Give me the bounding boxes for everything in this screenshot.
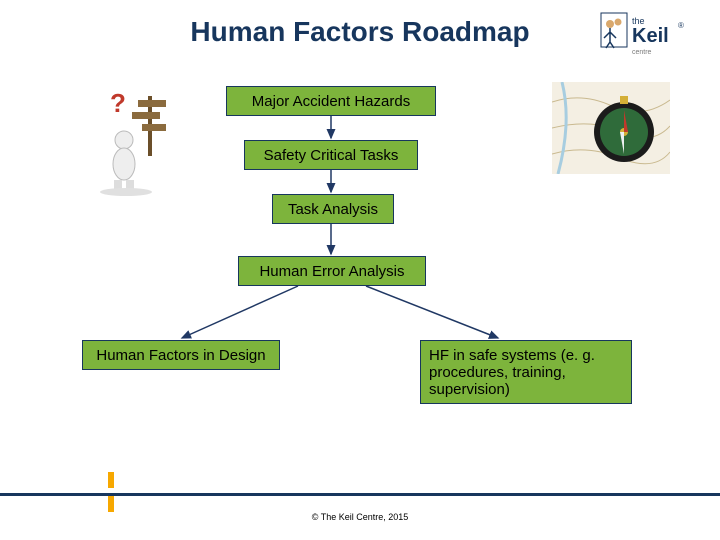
box-task-analysis: Task Analysis <box>272 194 394 224</box>
copyright-footer: © The Keil Centre, 2015 <box>0 512 720 522</box>
logo-sub: centre <box>632 49 652 56</box>
compass-map-illustration <box>552 82 670 174</box>
svg-text:®: ® <box>678 21 684 30</box>
box-label: Human Factors in Design <box>96 347 265 364</box>
box-human-error-analysis: Human Error Analysis <box>238 256 426 286</box>
slide: Human Factors Roadmap the Keil ® centre … <box>0 0 720 540</box>
svg-text:?: ? <box>110 88 126 118</box>
logo-line2: Keil <box>632 25 669 47</box>
accent-tick-icon <box>108 496 114 512</box>
box-safety-critical-tasks: Safety Critical Tasks <box>244 140 418 170</box>
accent-tick-icon <box>108 472 114 488</box>
box-label: Major Accident Hazards <box>252 93 410 110</box>
box-label: Human Error Analysis <box>259 263 404 280</box>
box-hf-safe-systems: HF in safe systems (e. g. procedures, tr… <box>420 340 632 404</box>
box-label: HF in safe systems (e. g. procedures, tr… <box>429 347 623 398</box>
box-human-factors-in-design: Human Factors in Design <box>82 340 280 370</box>
box-label: Safety Critical Tasks <box>264 147 399 164</box>
box-label: Task Analysis <box>288 201 378 218</box>
box-major-accident-hazards: Major Accident Hazards <box>226 86 436 116</box>
keil-centre-logo: the Keil ® centre <box>600 12 690 60</box>
question-figure-illustration: ? <box>100 86 180 196</box>
